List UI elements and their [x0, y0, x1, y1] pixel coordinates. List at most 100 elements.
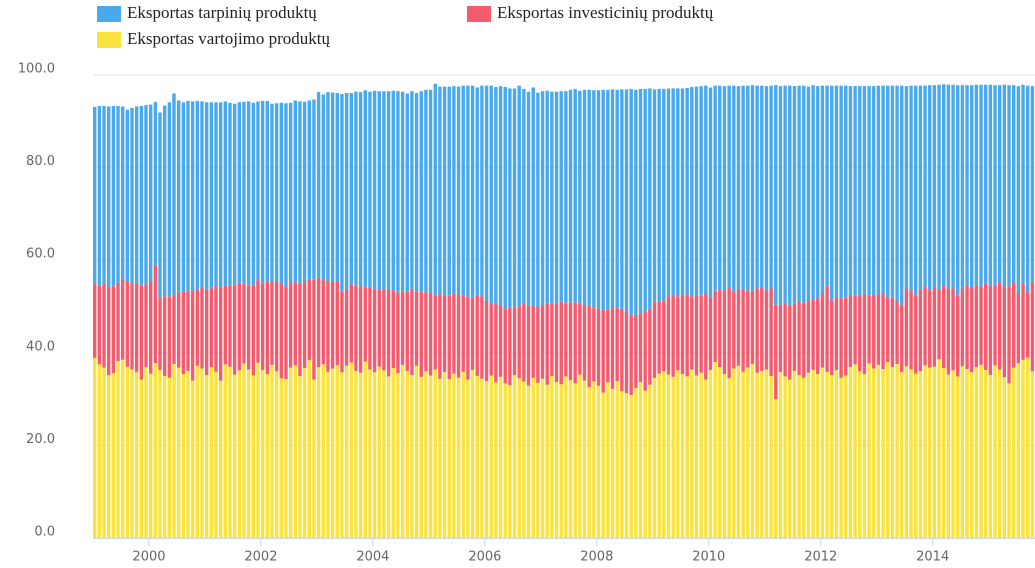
bar-segment [209, 102, 214, 289]
bar-segment [942, 84, 946, 286]
bar-segment [190, 290, 195, 381]
bar-segment [615, 381, 619, 538]
bar-segment [130, 107, 134, 284]
bar-segment [783, 85, 787, 304]
bar-segment [778, 304, 783, 373]
bar-segment [452, 293, 456, 374]
bar-segment [176, 100, 181, 293]
legend-label: Eksportas tarpinių produktų [127, 3, 317, 22]
bar-segment [928, 85, 932, 291]
bar-segment [699, 295, 703, 373]
bar-segment [545, 90, 549, 304]
bar-segment [834, 85, 839, 298]
bar-segment [270, 281, 274, 365]
legend-swatch [97, 6, 121, 22]
bar-segment [909, 85, 913, 291]
bar-segment [452, 373, 456, 538]
bar-segment [391, 368, 395, 538]
bar-segment [349, 284, 353, 363]
bar-segment [802, 302, 806, 378]
bar-segment [251, 102, 256, 285]
bar-segment [979, 364, 983, 538]
bar-segment [125, 109, 130, 282]
bar-segment [354, 286, 358, 371]
bar-segment [685, 294, 689, 377]
bar-segment [340, 372, 344, 538]
bar-segment [531, 306, 535, 378]
bar-segment [844, 297, 848, 376]
bar-segment [368, 369, 372, 538]
bar-segment [582, 89, 587, 306]
bar-segment [853, 86, 857, 296]
bar-segment [116, 282, 120, 362]
bar-segment [876, 364, 881, 538]
bar-segment [326, 281, 330, 372]
bar-segment [582, 305, 587, 381]
bar-segment [125, 281, 130, 367]
bar-segment [298, 375, 302, 538]
bar-segment [923, 286, 927, 366]
bar-segment [358, 286, 363, 373]
y-tick-label: 60.0 [26, 247, 55, 262]
bar-segment [181, 102, 186, 292]
legend-swatch [467, 6, 491, 22]
bar-segment [386, 376, 391, 538]
bar-segment [498, 376, 503, 538]
bar-segment [685, 376, 689, 538]
bar-segment [223, 101, 228, 286]
bar-segment [904, 366, 909, 538]
bar-segment [876, 85, 881, 295]
bar-segment [139, 284, 144, 380]
bar-segment [918, 85, 923, 290]
bar-segment [288, 102, 293, 283]
bar-segment [634, 89, 638, 315]
bar-segment [111, 106, 116, 287]
bar-segment [750, 85, 755, 291]
bar-segment [167, 102, 172, 297]
bar-segment [531, 87, 535, 307]
bar-segment [1030, 282, 1035, 372]
bar-segment [316, 277, 321, 368]
bar-segment [246, 285, 251, 370]
bar-segment [382, 91, 386, 290]
bar-segment [279, 102, 283, 283]
bar-segment [214, 102, 218, 286]
bar-segment [186, 290, 190, 371]
x-tick-label: 2014 [916, 550, 949, 565]
bar-segment [540, 305, 545, 379]
bar-segment [769, 85, 773, 289]
bar-segment [1012, 85, 1016, 283]
bar-segment [872, 368, 876, 538]
bar-segment [475, 375, 479, 538]
bar-segment [424, 89, 428, 293]
bar-segment [993, 284, 997, 366]
bar-segment [232, 374, 237, 538]
bar-segment [825, 286, 829, 372]
bar-segment [862, 294, 867, 375]
bar-segment [755, 372, 759, 538]
bar-segment [158, 369, 162, 538]
bar-segment [536, 382, 540, 538]
bar-segment [354, 370, 358, 538]
bar-segment [424, 292, 428, 372]
bar-segment [811, 369, 815, 538]
bar-segment [330, 92, 335, 282]
legend-swatch [97, 32, 121, 48]
bar-segment [564, 376, 568, 538]
bar-segment [536, 306, 540, 383]
bar-segment [340, 291, 344, 373]
bar-segment [470, 85, 475, 298]
bar-segment [410, 375, 414, 538]
bar-segment [270, 364, 274, 538]
bar-segment [312, 379, 316, 538]
x-tick-label: 2000 [132, 550, 165, 565]
bar-segment [648, 384, 652, 538]
bar-segment [671, 295, 675, 377]
bar-segment [979, 84, 983, 287]
x-tick-label: 2004 [356, 550, 389, 565]
bar-segment [410, 91, 414, 289]
bar-segment [288, 282, 293, 368]
bar-segment [489, 85, 493, 305]
bar-segment [974, 285, 979, 368]
bar-segment [755, 85, 759, 289]
